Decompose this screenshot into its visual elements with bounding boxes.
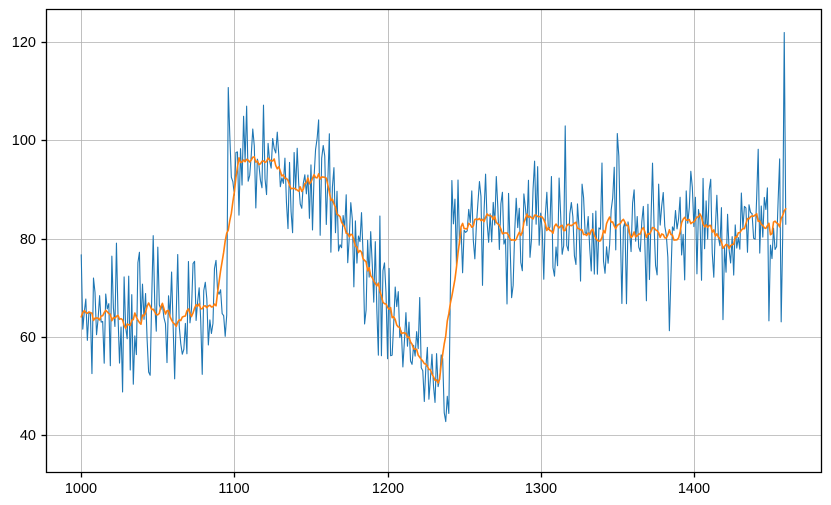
svg-text:1300: 1300 bbox=[525, 481, 557, 497]
svg-text:60: 60 bbox=[20, 330, 36, 346]
svg-text:1400: 1400 bbox=[678, 481, 710, 497]
svg-text:1000: 1000 bbox=[65, 481, 97, 497]
svg-text:1200: 1200 bbox=[372, 481, 404, 497]
svg-text:120: 120 bbox=[12, 35, 36, 51]
svg-text:100: 100 bbox=[12, 133, 36, 149]
svg-text:1100: 1100 bbox=[218, 481, 249, 497]
svg-text:80: 80 bbox=[20, 232, 36, 248]
svg-text:40: 40 bbox=[20, 428, 36, 444]
